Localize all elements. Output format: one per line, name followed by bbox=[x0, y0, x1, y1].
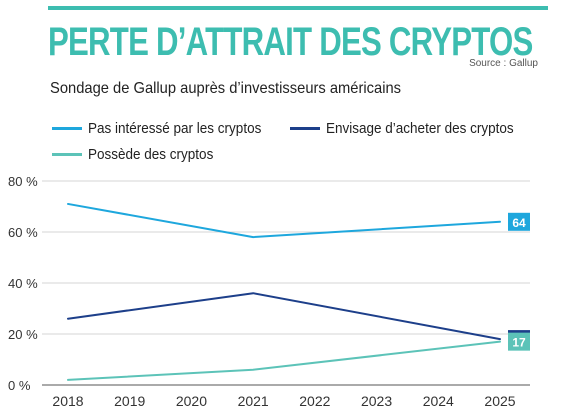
x-tick-label-2018: 2018 bbox=[52, 393, 83, 409]
source-note: Source : Gallup bbox=[469, 58, 538, 69]
y-tick-label-20: 20 % bbox=[8, 327, 38, 342]
top-rule bbox=[48, 6, 548, 10]
y-tick-label-40: 40 % bbox=[8, 276, 38, 291]
legend-label-pas-interesse: Pas intéressé par les cryptos bbox=[88, 120, 262, 137]
legend-label-envisage: Envisage d’acheter des cryptos bbox=[326, 120, 514, 137]
legend-item-envisage: Envisage d’acheter des cryptos bbox=[290, 120, 534, 137]
x-tick-label-2021: 2021 bbox=[238, 393, 269, 409]
legend-label-possede: Possède des cryptos bbox=[88, 146, 214, 163]
end-label-2: 17 bbox=[512, 336, 526, 350]
y-tick-label-60: 60 % bbox=[8, 225, 38, 240]
series-line-1 bbox=[67, 292, 501, 341]
x-tick-label-2019: 2019 bbox=[114, 393, 145, 409]
y-tick-label-0: 0 % bbox=[8, 378, 31, 393]
legend-item-pas-interesse: Pas intéressé par les cryptos bbox=[52, 120, 281, 137]
series-line-0 bbox=[67, 202, 501, 239]
series-line-2 bbox=[67, 340, 501, 381]
y-tick-label-80: 80 % bbox=[8, 174, 38, 189]
x-tick-label-2024: 2024 bbox=[423, 393, 454, 409]
legend-swatch-pas-interesse bbox=[52, 127, 82, 130]
legend-swatch-possede bbox=[52, 153, 82, 156]
end-label-0: 64 bbox=[512, 216, 526, 230]
x-tick-label-2023: 2023 bbox=[361, 393, 392, 409]
end-label-box-2 bbox=[508, 332, 530, 351]
end-label-box-0 bbox=[508, 212, 530, 231]
x-tick-label-2020: 2020 bbox=[176, 393, 207, 409]
x-tick-label-2022: 2022 bbox=[299, 393, 330, 409]
x-tick-label-2025: 2025 bbox=[484, 393, 515, 409]
legend-item-possede: Possède des cryptos bbox=[52, 146, 227, 163]
legend-swatch-envisage bbox=[290, 127, 320, 130]
chart-title: PERTE D’ATTRAIT DES CRYPTOS bbox=[48, 20, 533, 64]
chart-subtitle: Sondage de Gallup auprès d’investisseurs… bbox=[50, 80, 402, 97]
